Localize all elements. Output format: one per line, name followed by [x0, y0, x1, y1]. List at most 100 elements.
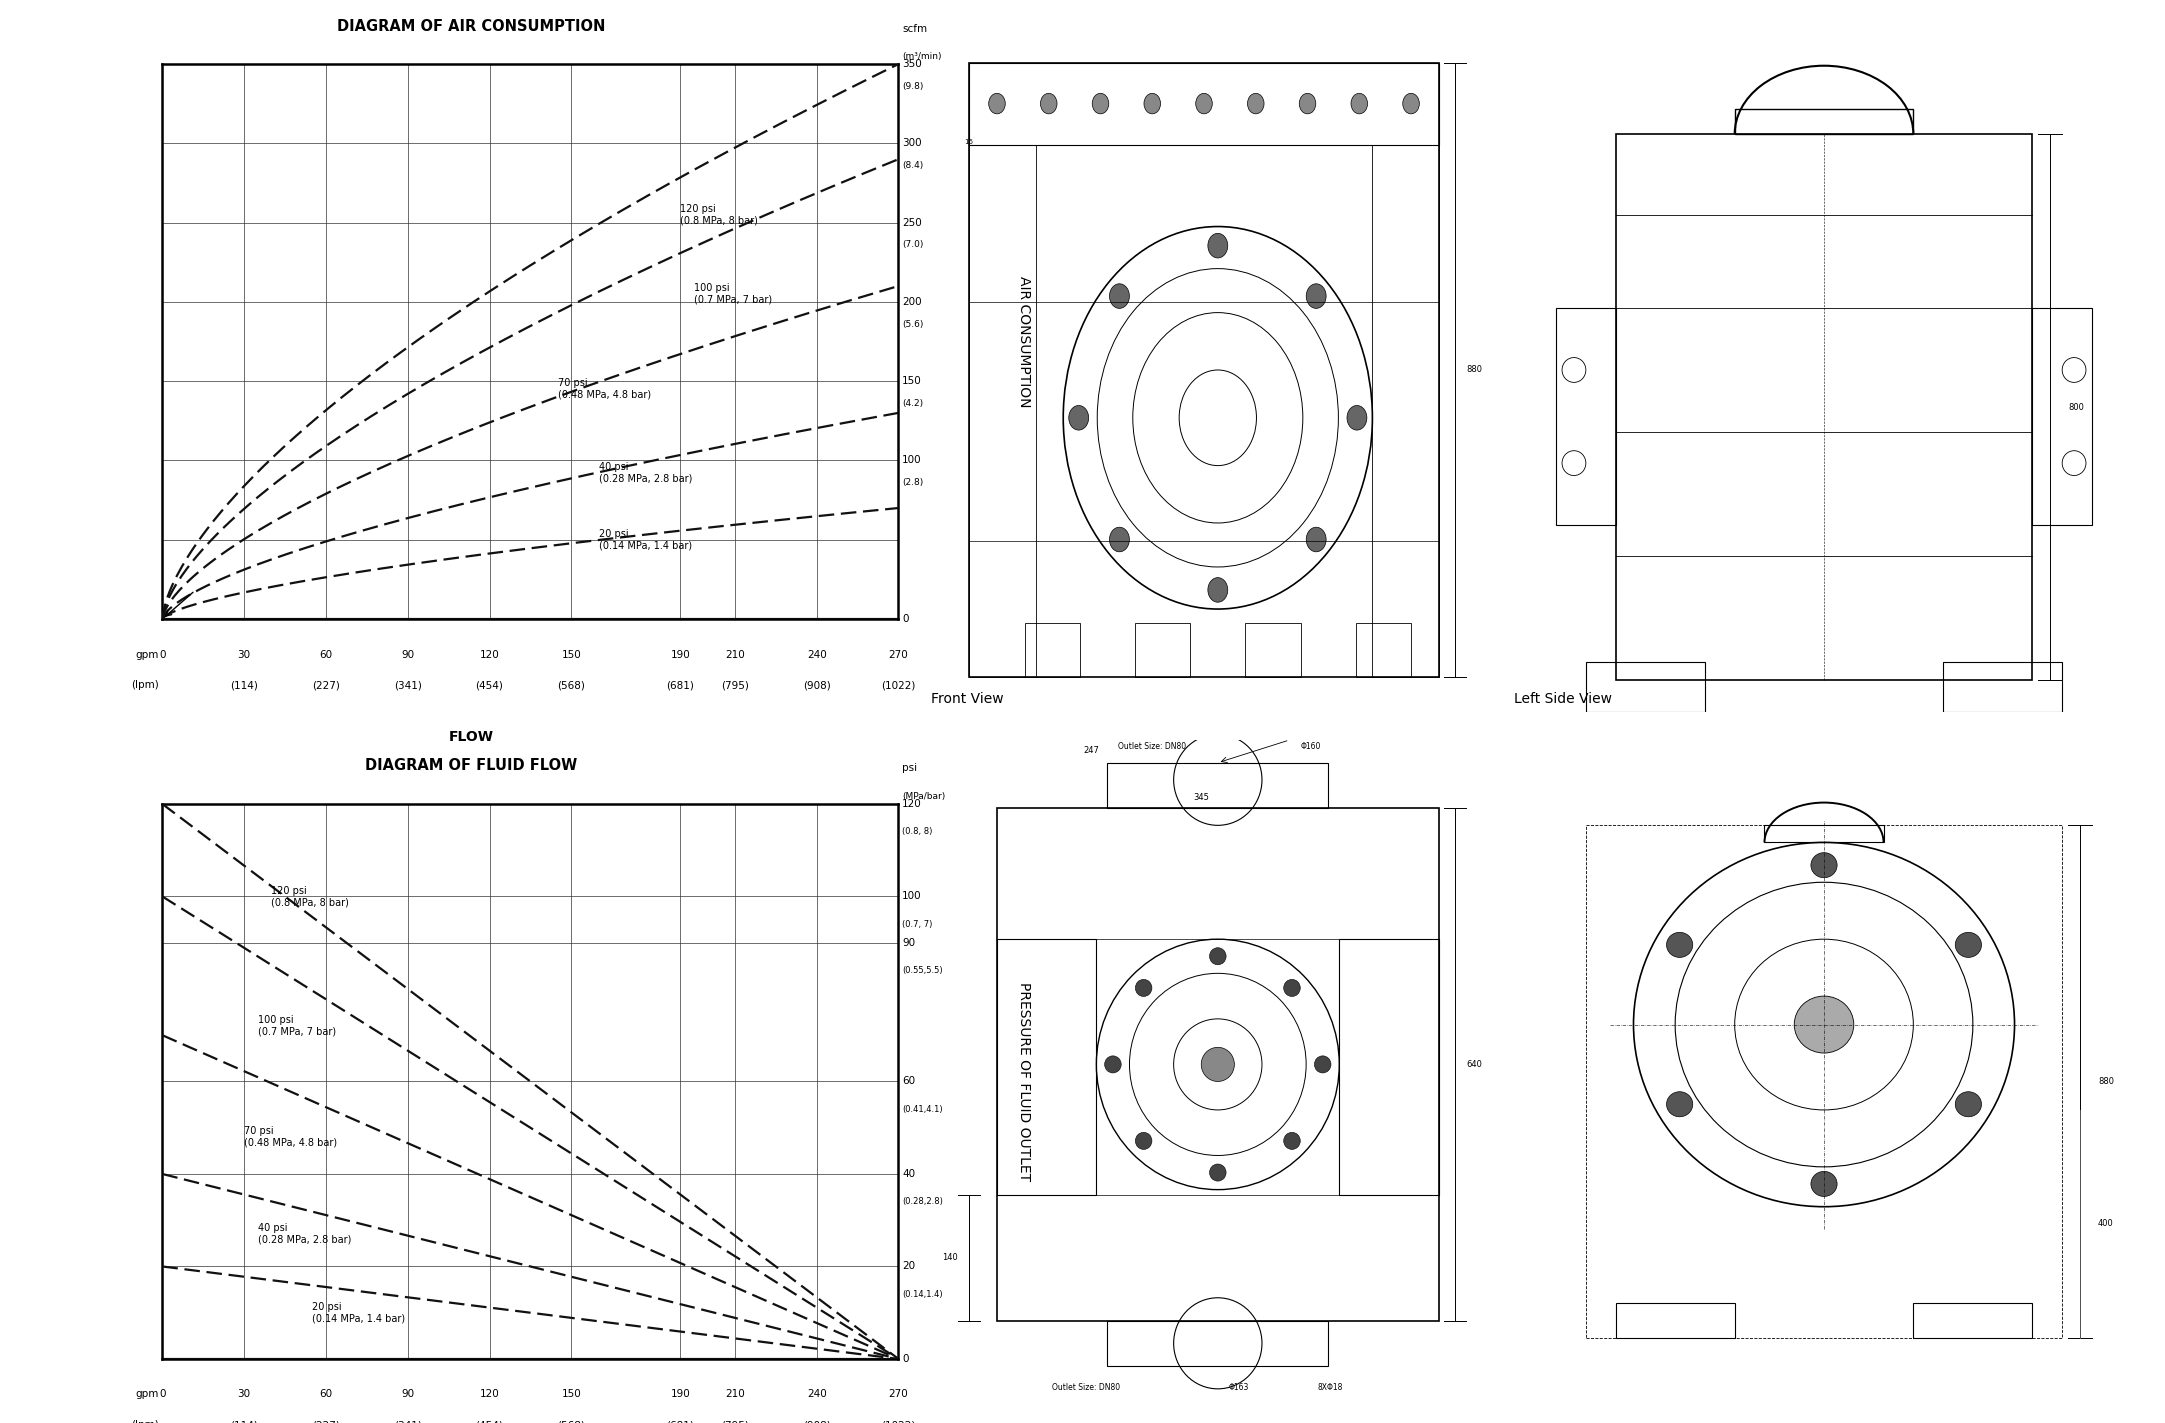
Circle shape: [1795, 996, 1853, 1053]
Text: (227): (227): [312, 1420, 340, 1423]
Text: 190: 190: [671, 649, 691, 659]
Circle shape: [1955, 1091, 1981, 1117]
Text: 270: 270: [888, 1389, 909, 1399]
Circle shape: [1210, 1164, 1225, 1181]
Text: 90: 90: [903, 938, 916, 948]
Text: (114): (114): [229, 680, 258, 690]
Bar: [1373, 145, 1438, 677]
Circle shape: [1108, 527, 1130, 552]
Text: (7.0): (7.0): [903, 240, 924, 249]
Text: (454): (454): [476, 680, 504, 690]
Text: (568): (568): [556, 1420, 585, 1423]
Text: 30: 30: [238, 1389, 251, 1399]
Bar: [1557, 307, 1615, 525]
Text: (908): (908): [803, 680, 831, 690]
Text: (lpm): (lpm): [130, 680, 158, 690]
Text: 120 psi
(0.8 MPa, 8 bar): 120 psi (0.8 MPa, 8 bar): [680, 203, 758, 225]
Text: DIAGRAM OF FLUID FLOW: DIAGRAM OF FLUID FLOW: [366, 758, 578, 774]
Circle shape: [1810, 852, 1838, 878]
Circle shape: [1247, 94, 1264, 114]
Text: psi: psi: [903, 764, 918, 774]
Circle shape: [1403, 94, 1420, 114]
Circle shape: [1305, 527, 1327, 552]
Text: 120: 120: [903, 798, 922, 810]
Text: 300: 300: [903, 138, 922, 148]
Text: 30: 30: [238, 649, 251, 659]
Bar: [1615, 1303, 1734, 1338]
Text: (0.41,4.1): (0.41,4.1): [903, 1104, 942, 1114]
Text: 150: 150: [561, 1389, 580, 1399]
Text: 40 psi
(0.28 MPa, 2.8 bar): 40 psi (0.28 MPa, 2.8 bar): [598, 462, 693, 484]
Text: 100: 100: [903, 455, 922, 465]
Text: 70 psi
(0.48 MPa, 4.8 bar): 70 psi (0.48 MPa, 4.8 bar): [559, 379, 652, 400]
Text: (m³/min): (m³/min): [903, 53, 942, 61]
Text: scfm: scfm: [903, 24, 927, 34]
Text: (795): (795): [721, 1420, 749, 1423]
Text: 0: 0: [158, 1389, 167, 1399]
Text: (2.8): (2.8): [903, 478, 924, 487]
Text: 640: 640: [1466, 1060, 1483, 1069]
Text: 140: 140: [942, 1254, 959, 1262]
Text: 120: 120: [481, 649, 500, 659]
Circle shape: [1305, 283, 1327, 309]
Text: (0.28,2.8): (0.28,2.8): [903, 1197, 944, 1207]
Text: (227): (227): [312, 680, 340, 690]
Text: Outlet Size: DN80: Outlet Size: DN80: [1119, 743, 1186, 751]
Bar: [970, 63, 1438, 145]
Text: 120: 120: [481, 1389, 500, 1399]
Circle shape: [1208, 578, 1228, 602]
Circle shape: [1041, 94, 1057, 114]
Bar: [1585, 662, 1704, 712]
Text: (568): (568): [556, 680, 585, 690]
Text: Φ160: Φ160: [1301, 743, 1321, 751]
Text: 250: 250: [903, 218, 922, 228]
Bar: [1615, 134, 2033, 680]
Text: (8.4): (8.4): [903, 161, 924, 169]
Text: 120 psi
(0.8 MPa, 8 bar): 120 psi (0.8 MPa, 8 bar): [271, 885, 349, 908]
Text: 150: 150: [561, 649, 580, 659]
Text: 20 psi
(0.14 MPa, 1.4 bar): 20 psi (0.14 MPa, 1.4 bar): [598, 529, 691, 551]
Text: Φ163: Φ163: [1230, 1383, 1249, 1392]
Circle shape: [1070, 406, 1089, 430]
Text: 350: 350: [903, 58, 922, 70]
Text: 60: 60: [320, 1389, 333, 1399]
Text: 90: 90: [401, 649, 414, 659]
Bar: [996, 808, 1438, 1321]
Text: (341): (341): [394, 680, 422, 690]
Text: (lpm): (lpm): [130, 1420, 158, 1423]
Text: 100 psi
(0.7 MPa, 7 bar): 100 psi (0.7 MPa, 7 bar): [695, 283, 773, 305]
Circle shape: [1210, 948, 1225, 965]
Text: Left Side View: Left Side View: [1513, 692, 1613, 706]
Circle shape: [1134, 1133, 1152, 1150]
Text: (4.2): (4.2): [903, 398, 922, 408]
Text: 190: 190: [671, 1389, 691, 1399]
Circle shape: [1202, 1047, 1234, 1081]
Text: 40: 40: [903, 1168, 916, 1180]
Bar: [1734, 110, 1914, 134]
Text: 16: 16: [963, 138, 972, 145]
Bar: [1134, 623, 1191, 677]
Circle shape: [1314, 1056, 1331, 1073]
Text: 150: 150: [903, 376, 922, 386]
Text: 70 psi
(0.48 MPa, 4.8 bar): 70 psi (0.48 MPa, 4.8 bar): [245, 1126, 338, 1148]
Text: gpm: gpm: [136, 649, 158, 659]
Circle shape: [1208, 233, 1228, 258]
Circle shape: [1284, 979, 1301, 996]
Bar: [970, 145, 1035, 677]
Text: 20 psi
(0.14 MPa, 1.4 bar): 20 psi (0.14 MPa, 1.4 bar): [312, 1302, 405, 1323]
Text: (0.8, 8): (0.8, 8): [903, 827, 933, 837]
Text: 210: 210: [725, 1389, 745, 1399]
Text: (341): (341): [394, 1420, 422, 1423]
Text: FLOW: FLOW: [448, 730, 494, 744]
Circle shape: [1091, 94, 1108, 114]
Text: 270: 270: [888, 649, 909, 659]
Circle shape: [1347, 406, 1366, 430]
Text: AIR CONSUMPTION: AIR CONSUMPTION: [1018, 276, 1031, 407]
Circle shape: [1134, 979, 1152, 996]
Text: (908): (908): [803, 1420, 831, 1423]
Text: (0.14,1.4): (0.14,1.4): [903, 1289, 942, 1299]
Text: 880: 880: [1466, 366, 1483, 374]
Text: 0: 0: [903, 1353, 909, 1365]
Text: 100: 100: [903, 891, 922, 902]
Bar: [1764, 825, 1884, 842]
